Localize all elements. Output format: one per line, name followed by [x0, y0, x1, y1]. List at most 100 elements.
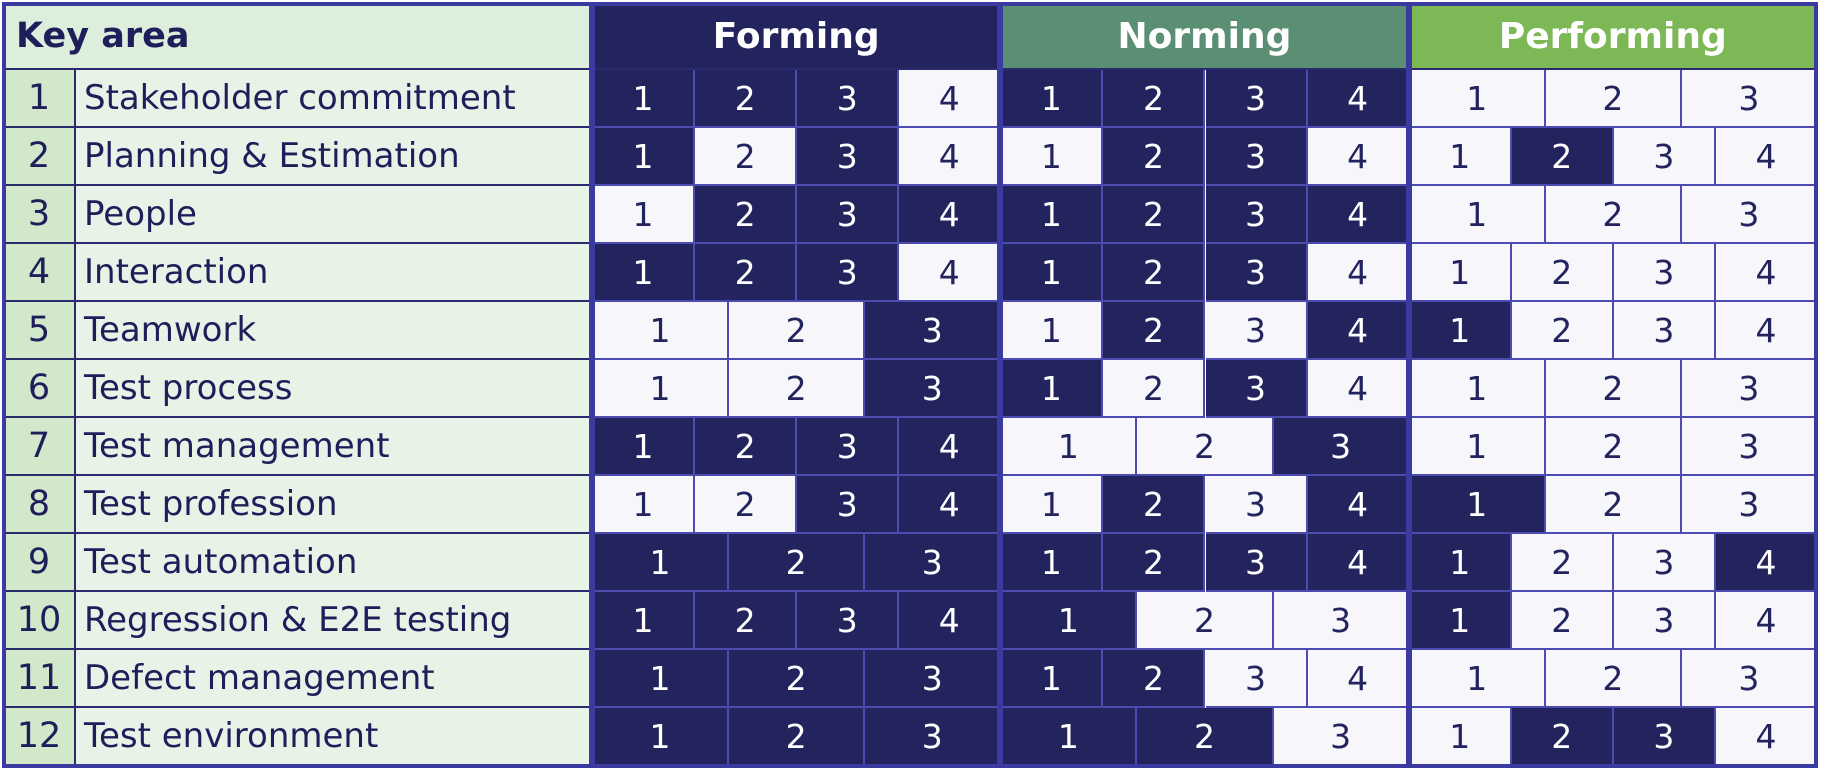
level-cell: 4: [1307, 244, 1410, 302]
row-number: 9: [4, 534, 76, 592]
level-cell: 1: [593, 302, 730, 360]
level-cell: 3: [1205, 650, 1308, 708]
level-cell: 1: [1001, 244, 1104, 302]
level-cell: 1: [593, 592, 696, 650]
level-cell: 4: [1307, 476, 1410, 534]
level-cell: 3: [1613, 128, 1716, 186]
level-cell: 4: [899, 418, 1002, 476]
level-cell: 4: [899, 70, 1002, 128]
level-cell: 1: [593, 244, 696, 302]
level-cell: 1: [1409, 70, 1546, 128]
level-cell: 2: [1545, 418, 1682, 476]
level-cell: 2: [1103, 128, 1206, 186]
level-cell: 3: [865, 302, 1002, 360]
level-cell: 2: [1103, 534, 1206, 592]
level-cell: 3: [1205, 534, 1308, 592]
level-cell: 1: [1409, 650, 1546, 708]
key-area-label: Regression & E2E testing: [76, 592, 593, 650]
level-cell: 1: [1409, 534, 1512, 592]
level-cell: 3: [1273, 592, 1410, 650]
level-cell: 3: [865, 534, 1002, 592]
level-cell: 1: [1409, 592, 1512, 650]
level-cell: 3: [1273, 418, 1410, 476]
level-cell: 3: [797, 128, 900, 186]
level-cell: 2: [1511, 302, 1614, 360]
row-number: 10: [4, 592, 76, 650]
level-cell: 4: [1715, 534, 1818, 592]
level-cell: 2: [695, 592, 798, 650]
key-area-label: Test management: [76, 418, 593, 476]
level-cell: 3: [1205, 70, 1308, 128]
level-cell: 1: [1409, 186, 1546, 244]
row-number: 5: [4, 302, 76, 360]
level-cell: 4: [1307, 128, 1410, 186]
key-area-label: Defect management: [76, 650, 593, 708]
key-area-label: Test environment: [76, 708, 593, 766]
level-cell: 4: [1715, 302, 1818, 360]
level-cell: 2: [695, 244, 798, 302]
level-cell: 2: [1103, 360, 1206, 418]
level-cell: 4: [1307, 186, 1410, 244]
level-cell: 2: [1545, 70, 1682, 128]
key-area-label: Test process: [76, 360, 593, 418]
level-cell: 1: [593, 708, 730, 766]
level-cell: 3: [1613, 244, 1716, 302]
row-number: 8: [4, 476, 76, 534]
level-cell: 1: [1001, 186, 1104, 244]
level-cell: 1: [1409, 360, 1546, 418]
phase-header-performing: Performing: [1409, 4, 1818, 70]
level-cell: 3: [797, 244, 900, 302]
level-cell: 4: [1307, 302, 1410, 360]
level-cell: 4: [1307, 650, 1410, 708]
level-cell: 1: [593, 128, 696, 186]
level-cell: 4: [1307, 70, 1410, 128]
level-cell: 3: [1205, 186, 1308, 244]
level-cell: 2: [1103, 476, 1206, 534]
level-cell: 2: [729, 534, 866, 592]
level-cell: 1: [1001, 128, 1104, 186]
level-cell: 3: [865, 360, 1002, 418]
level-cell: 1: [593, 534, 730, 592]
level-cell: 2: [695, 70, 798, 128]
level-cell: 2: [1545, 476, 1682, 534]
level-cell: 2: [695, 476, 798, 534]
key-area-header: Key area: [4, 4, 593, 70]
level-cell: 4: [1715, 592, 1818, 650]
level-cell: 2: [729, 650, 866, 708]
level-cell: 1: [1001, 708, 1138, 766]
level-cell: 2: [729, 708, 866, 766]
level-cell: 4: [1715, 244, 1818, 302]
level-cell: 2: [1545, 360, 1682, 418]
level-cell: 2: [1103, 70, 1206, 128]
level-cell: 2: [729, 360, 866, 418]
level-cell: 1: [1001, 360, 1104, 418]
level-cell: 1: [1409, 302, 1512, 360]
level-cell: 4: [1715, 708, 1818, 766]
level-cell: 1: [1001, 302, 1104, 360]
level-cell: 3: [865, 650, 1002, 708]
level-cell: 4: [1715, 128, 1818, 186]
level-cell: 2: [1511, 708, 1614, 766]
level-cell: 3: [797, 70, 900, 128]
level-cell: 1: [593, 650, 730, 708]
phase-header-forming: Forming: [593, 4, 1002, 70]
level-cell: 3: [1613, 708, 1716, 766]
level-cell: 4: [899, 476, 1002, 534]
level-cell: 2: [1545, 650, 1682, 708]
key-area-label: Test profession: [76, 476, 593, 534]
level-cell: 3: [1681, 476, 1818, 534]
level-cell: 2: [1511, 592, 1614, 650]
level-cell: 2: [695, 418, 798, 476]
level-cell: 1: [593, 418, 696, 476]
row-number: 6: [4, 360, 76, 418]
key-area-label: Interaction: [76, 244, 593, 302]
level-cell: 2: [695, 128, 798, 186]
level-cell: 3: [865, 708, 1002, 766]
level-cell: 4: [899, 186, 1002, 244]
level-cell: 1: [593, 70, 696, 128]
row-number: 7: [4, 418, 76, 476]
key-area-label: Planning & Estimation: [76, 128, 593, 186]
level-cell: 3: [1205, 244, 1308, 302]
level-cell: 3: [797, 418, 900, 476]
